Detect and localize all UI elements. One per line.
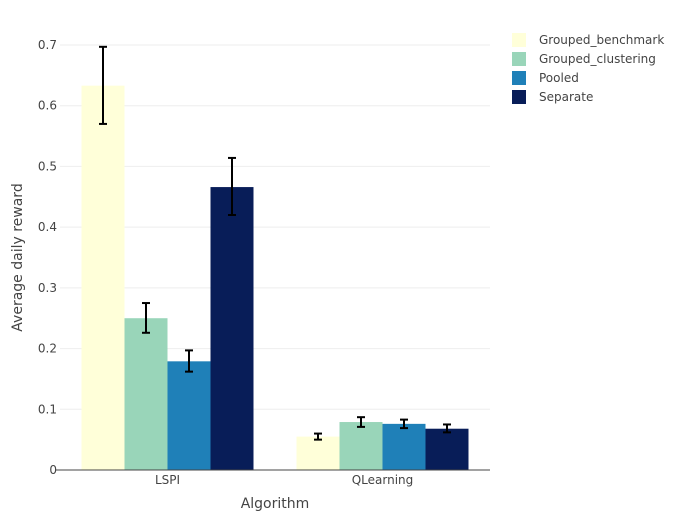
y-tick-label: 0.4 (38, 220, 57, 234)
error-bar (400, 418, 408, 430)
legend-item-grouped-clustering[interactable]: Grouped_clustering (512, 52, 656, 66)
y-tick-label: 0.6 (38, 99, 57, 113)
error-bar (185, 349, 193, 373)
error-bar (314, 432, 322, 441)
legend-swatch (512, 71, 526, 85)
y-tick-label: 0.2 (38, 342, 57, 356)
y-axis-ticks: 0 0.1 0.2 0.3 0.4 0.5 0.6 0.7 (38, 38, 57, 477)
x-tick-label: QLearning (352, 473, 414, 487)
error-bar (142, 302, 150, 334)
legend-swatch (512, 33, 526, 47)
error-bar (357, 416, 365, 428)
legend-swatch (512, 52, 526, 66)
bar-grouped-benchmark-qlearning[interactable] (296, 436, 340, 470)
x-axis-title: Algorithm (241, 496, 310, 511)
error-bar (99, 45, 107, 125)
y-tick-label: 0 (49, 463, 57, 477)
legend-item-grouped-benchmark[interactable]: Grouped_benchmark (512, 33, 664, 47)
y-tick-label: 0.7 (38, 38, 57, 52)
legend-label: Pooled (539, 71, 579, 85)
y-tick-label: 0.3 (38, 281, 57, 295)
legend-item-pooled[interactable]: Pooled (512, 71, 579, 85)
bar-pooled-lspi[interactable] (167, 361, 211, 470)
bar-grouped-clustering-lspi[interactable] (124, 318, 168, 470)
legend-item-separate[interactable]: Separate (512, 90, 593, 104)
x-tick-label: LSPI (155, 473, 180, 487)
legend[interactable]: Grouped_benchmark Grouped_clustering Poole… (512, 33, 664, 104)
legend-label: Separate (539, 90, 593, 104)
error-bar (228, 156, 236, 216)
legend-label: Grouped_clustering (539, 52, 656, 66)
bar-separate-lspi[interactable] (210, 187, 254, 471)
bar-grouped-clustering-qlearning[interactable] (339, 422, 383, 470)
y-tick-label: 0.1 (38, 402, 57, 416)
bar-separate-qlearning[interactable] (425, 428, 469, 470)
legend-label: Grouped_benchmark (539, 33, 664, 47)
bar-grouped-benchmark-lspi[interactable] (81, 85, 125, 470)
bars (81, 85, 469, 471)
bar-pooled-qlearning[interactable] (382, 423, 426, 470)
y-axis-title: Average daily reward (10, 183, 26, 331)
error-bars (99, 45, 451, 441)
x-axis-ticks: LSPI QLearning (155, 473, 413, 487)
y-tick-label: 0.5 (38, 159, 57, 173)
legend-swatch (512, 90, 526, 104)
error-bar (443, 423, 451, 434)
